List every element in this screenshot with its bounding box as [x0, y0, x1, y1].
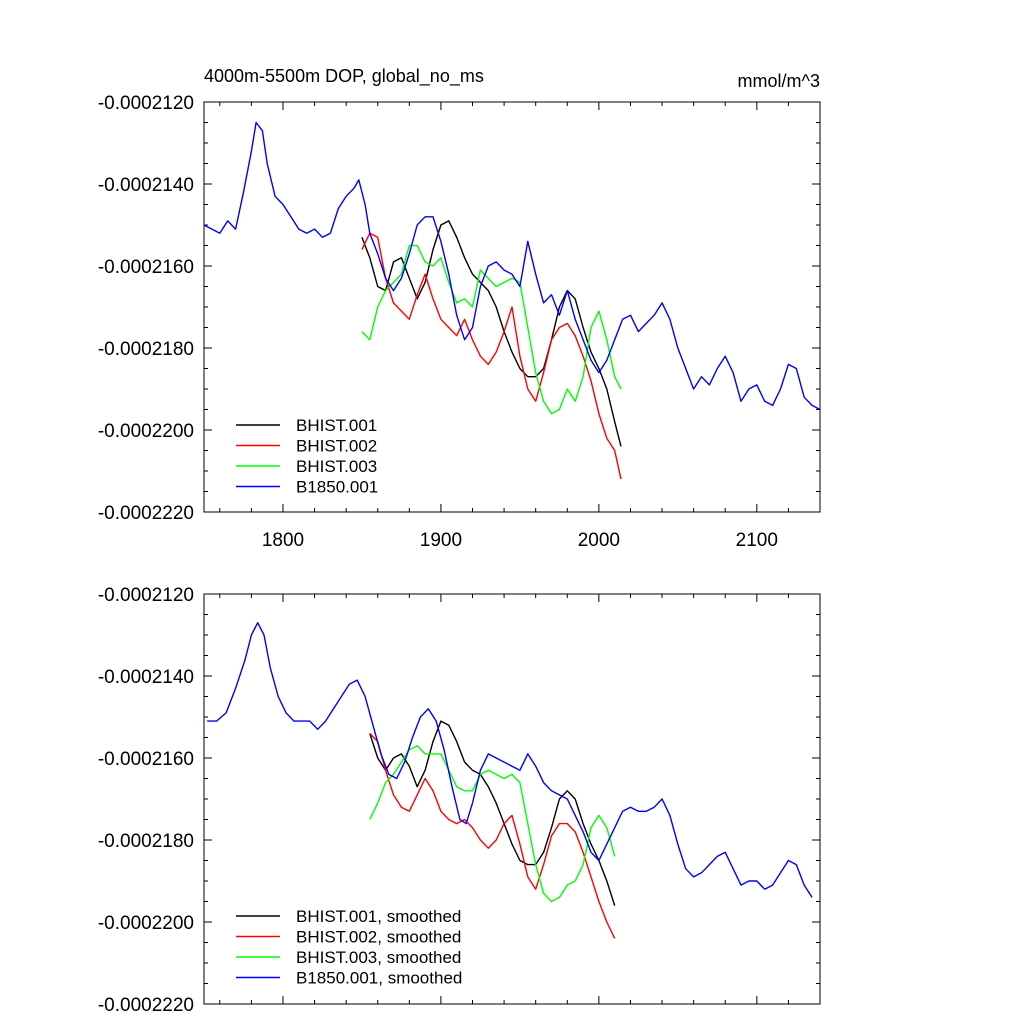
x-tick-label: 1800 [262, 530, 304, 551]
units-label: mmol/m^3 [738, 71, 820, 91]
y-tick-label: -0.0002120 [98, 93, 194, 114]
series-line-1 [361, 232, 622, 480]
panel-top-series [203, 121, 821, 480]
y-tick-label: -0.0002120 [98, 585, 194, 606]
legend-label: BHIST.002, smoothed [296, 928, 461, 947]
y-tick-label: -0.0002160 [98, 257, 194, 278]
chart-panel-bottom: -0.0002120 -0.0002140 -0.0002160 -0.0002180… [98, 585, 821, 1016]
y-tick-label: -0.0002140 [98, 175, 194, 196]
series-line-1 [369, 732, 616, 939]
y-tick-label: -0.0002200 [98, 913, 194, 934]
panel-top-frame [203, 101, 821, 513]
y-tick-label: -0.0002220 [98, 503, 194, 524]
y-tick-label: -0.0002200 [98, 421, 194, 442]
legend-label: BHIST.003 [296, 457, 377, 476]
panel-top-ticks: -0.0002120 -0.0002140 -0.0002160 -0.0002180… [98, 93, 821, 551]
x-tick-label: 2100 [736, 530, 778, 551]
series-line-2 [361, 244, 622, 415]
panel-bottom-legend: BHIST.001, smoothed BHIST.002, smoothedBH… [236, 907, 462, 988]
legend-label: BHIST.003, smoothed [296, 948, 461, 967]
panel-bottom-series [207, 622, 813, 939]
panel-bottom-frame [203, 593, 821, 1005]
series-line-0 [369, 720, 616, 906]
legend-label: B1850.001 [296, 478, 378, 497]
y-tick-label: -0.0002160 [98, 749, 194, 770]
panel-bottom-ticks: -0.0002120 -0.0002140 -0.0002160 -0.0002180… [98, 585, 821, 1016]
x-tick-label: 2000 [578, 530, 620, 551]
y-tick-label: -0.0002180 [98, 831, 194, 852]
legend-label: B1850.001, smoothed [296, 969, 462, 988]
legend-label: BHIST.001, smoothed [296, 907, 461, 926]
chart-title: 4000m-5500m DOP, global_no_ms [204, 66, 484, 87]
legend-label: BHIST.002 [296, 437, 377, 456]
y-tick-label: -0.0002180 [98, 339, 194, 360]
y-tick-label: -0.0002220 [98, 995, 194, 1016]
chart-panel-top: 4000m-5500m DOP, global_no_ms mmol/m^3 -… [98, 66, 821, 551]
y-tick-label: -0.0002140 [98, 667, 194, 688]
series-line-3 [203, 121, 821, 411]
legend-label: BHIST.001 [296, 416, 377, 435]
series-line-2 [369, 745, 616, 903]
series-line-3 [207, 622, 813, 898]
x-tick-label: 1900 [420, 530, 462, 551]
